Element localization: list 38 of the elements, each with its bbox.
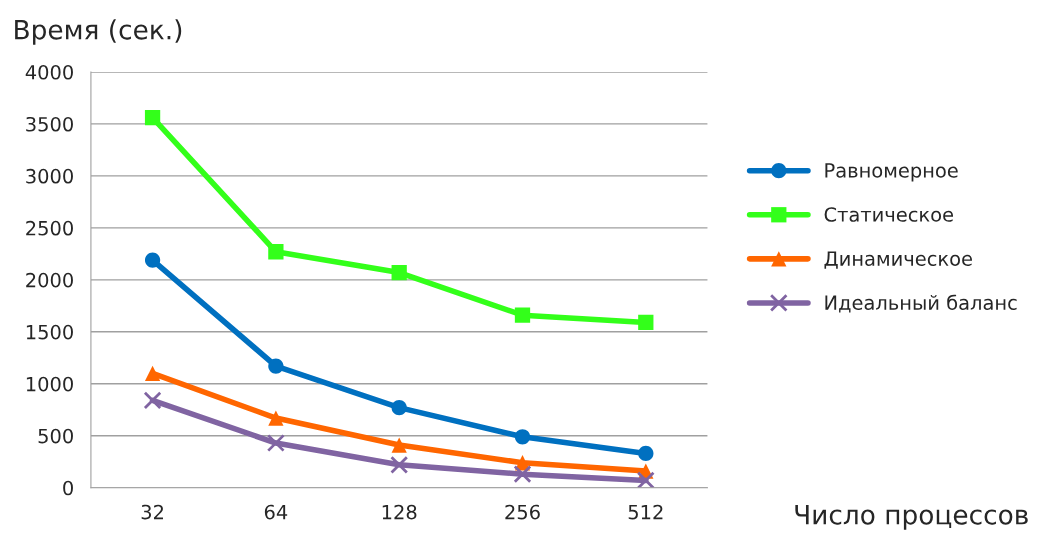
legend-label: Идеальный баланс: [825, 294, 1017, 313]
point: [390, 455, 409, 474]
point: [144, 365, 161, 382]
y-tick-label: 4000: [25, 64, 73, 80]
y-tick-label: 0: [63, 480, 73, 496]
point: [144, 252, 161, 268]
point: [391, 400, 407, 416]
point: [144, 110, 161, 126]
x-axis-title: Число процессов: [795, 505, 1028, 530]
point: [391, 437, 407, 453]
point: [636, 471, 655, 488]
y-tick-label: 3000: [26, 168, 73, 184]
point: [268, 244, 284, 260]
point: [268, 358, 284, 374]
point: [638, 445, 654, 462]
legend-label: Динамическое: [824, 251, 972, 269]
legend-label: Статическое: [824, 207, 954, 222]
point: [514, 429, 531, 445]
x-tick-label: 512: [628, 504, 663, 520]
x-tick-label: 64: [264, 504, 288, 520]
y-axis-title: Время (сек.): [15, 19, 182, 45]
y-tick-label: 3500: [26, 116, 73, 132]
y-tick-label: 2500: [26, 220, 73, 236]
point: [391, 264, 407, 281]
point: [266, 433, 285, 453]
x-tick-label: 128: [382, 504, 417, 520]
y-tick-label: 1000: [26, 376, 73, 392]
point: [514, 307, 531, 323]
x-tick-label: 256: [505, 504, 540, 520]
y-tick-label: 500: [38, 428, 73, 444]
legend-label: Равномерное: [825, 163, 958, 182]
point: [513, 465, 532, 484]
point: [268, 410, 284, 426]
point: [143, 391, 162, 410]
y-tick-label: 1500: [26, 324, 73, 340]
x-tick-label: 32: [141, 504, 163, 520]
y-tick-label: 2000: [26, 272, 73, 288]
point: [638, 314, 654, 331]
